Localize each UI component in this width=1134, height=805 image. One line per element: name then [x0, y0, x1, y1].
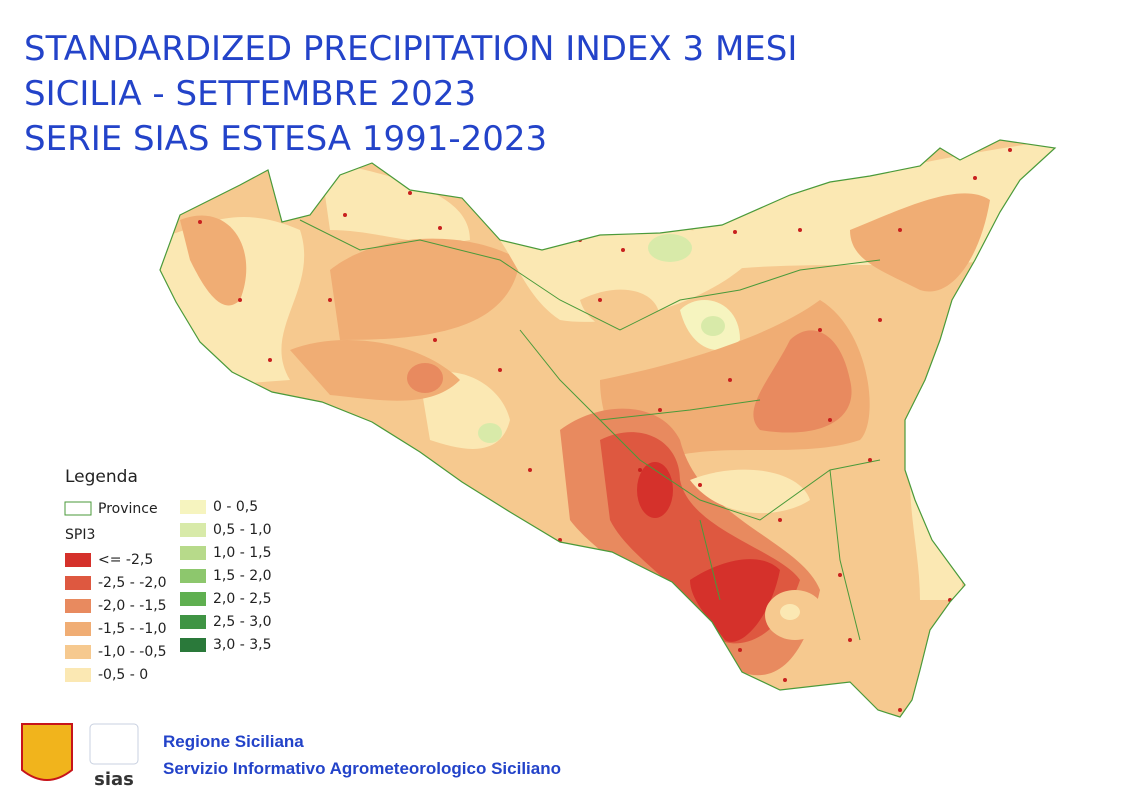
zone	[753, 330, 852, 433]
sias-logo: sias	[94, 769, 134, 790]
legend-label: 0 - 0,5	[213, 499, 258, 515]
legend-swatch	[64, 501, 92, 516]
titles: STANDARDIZED PRECIPITATION INDEX 3 MESI …	[24, 29, 797, 159]
zone	[407, 363, 443, 393]
legend-label: <= -2,5	[98, 552, 153, 568]
footer: sias Regione Siciliana Servizio Informat…	[21, 723, 561, 790]
zone	[478, 423, 502, 443]
legend-swatch	[180, 523, 206, 537]
zone	[648, 234, 692, 262]
legend-label: 1,0 - 1,5	[213, 545, 271, 561]
zone	[850, 193, 990, 292]
legend-label: -2,5 - -2,0	[98, 575, 167, 591]
region-logo	[21, 723, 73, 781]
legend-swatch	[180, 546, 206, 560]
legend-label: -1,0 - -0,5	[98, 644, 167, 660]
title-line: STANDARDIZED PRECIPITATION INDEX 3 MESI	[24, 29, 797, 69]
zone	[701, 316, 725, 336]
legend-title: Legenda	[65, 467, 138, 487]
legend-label: -1,5 - -1,0	[98, 621, 167, 637]
legend-swatch	[180, 569, 206, 583]
zone	[330, 238, 520, 340]
legend-swatch	[65, 668, 91, 682]
legend-swatch	[65, 576, 91, 590]
legend-label: 1,5 - 2,0	[213, 568, 271, 584]
legend-label: Province	[98, 501, 158, 517]
zone	[180, 215, 247, 306]
title-line: SERIE SIAS ESTESA 1991-2023	[24, 119, 547, 159]
title-line: SICILIA - SETTEMBRE 2023	[24, 74, 476, 114]
legend-label: 3,0 - 3,5	[213, 637, 271, 653]
zone	[690, 469, 810, 514]
zone	[690, 559, 780, 642]
legend-subtitle: SPI3	[65, 527, 95, 543]
legend-swatch	[180, 615, 206, 629]
zone	[320, 160, 470, 243]
sias-logo-box	[89, 723, 139, 765]
legend-swatch	[180, 500, 206, 514]
legend-swatch	[65, 553, 91, 567]
legend-swatch	[65, 622, 91, 636]
legend-swatch	[180, 638, 206, 652]
province-border	[299, 219, 881, 641]
legend-swatch	[180, 592, 206, 606]
legend-label: 2,5 - 3,0	[213, 614, 271, 630]
zone	[780, 604, 800, 620]
legend-swatch	[65, 645, 91, 659]
stations	[198, 148, 1012, 712]
legend-label: -2,0 - -1,5	[98, 598, 167, 614]
legend-swatch	[65, 599, 91, 613]
legend-label: -0,5 - 0	[98, 667, 148, 683]
legend-label: 2,0 - 2,5	[213, 591, 271, 607]
footer-service: Servizio Informativo Agrometeorologico S…	[163, 759, 561, 778]
legend-label: 0,5 - 1,0	[213, 522, 271, 538]
legend: Legenda Province SPI3 <= -2,5 -2,5 - -2,0…	[64, 467, 271, 683]
footer-org: Regione Siciliana	[163, 732, 304, 751]
zone	[500, 226, 760, 322]
